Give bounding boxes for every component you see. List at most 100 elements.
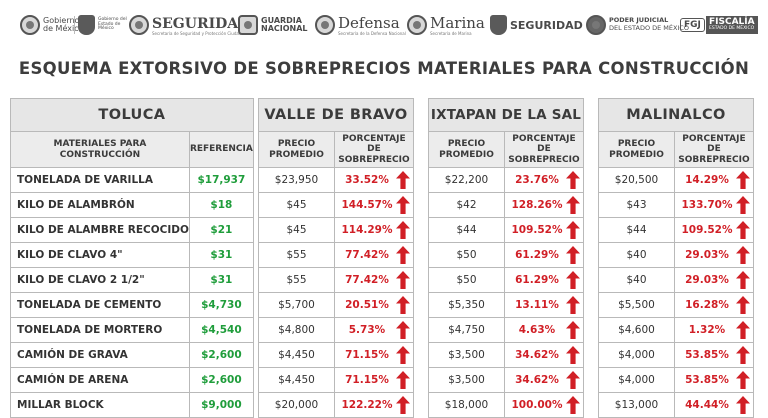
table-malinalco: MALINALCO PRECIO PROMEDIO PORCENTAJE DE … — [598, 98, 755, 418]
average-price: $5,500 — [598, 292, 675, 318]
overprice-percentage-cell: 23.76% — [503, 167, 585, 193]
poder-judicial-icon — [586, 15, 606, 35]
table-row: $50 61.29% — [428, 267, 585, 293]
reference-price: $21 — [188, 217, 254, 243]
overprice-percentage: 77.42% — [345, 249, 389, 261]
table-row: $45 114.29% — [258, 217, 415, 243]
red-up-arrow-icon — [736, 246, 750, 264]
red-up-arrow-icon — [736, 171, 750, 189]
average-price: $50 — [428, 242, 505, 268]
table-row: $4,450 71.15% — [258, 342, 415, 368]
overprice-percentage-cell: 77.42% — [333, 242, 415, 268]
edomex-shield-icon — [78, 15, 95, 35]
overprice-percentage-cell: 109.52% — [503, 217, 585, 243]
overprice-percentage: 61.29% — [515, 274, 559, 286]
overprice-percentage: 34.62% — [515, 349, 559, 361]
table-toluca: TOLUCA MATERIALES PARA CONSTRUCCIÓN REFE… — [10, 98, 254, 418]
red-up-arrow-icon — [396, 196, 410, 214]
overprice-percentage-cell: 29.03% — [673, 242, 755, 268]
average-price: $23,950 — [258, 167, 335, 193]
overprice-percentage: 71.15% — [345, 349, 389, 361]
material-name: KILO DE ALAMBRÓN — [10, 192, 190, 218]
overprice-percentage: 23.76% — [515, 174, 559, 186]
overprice-percentage-cell: 61.29% — [503, 267, 585, 293]
average-price: $22,200 — [428, 167, 505, 193]
red-up-arrow-icon — [736, 396, 750, 414]
overprice-percentage-cell: 53.85% — [673, 342, 755, 368]
overprice-percentage-cell: 33.52% — [333, 167, 415, 193]
overprice-percentage-cell: 14.29% — [673, 167, 755, 193]
overprice-percentage: 44.44% — [685, 399, 729, 411]
logo-poder-judicial: PODER JUDICIAL DEL ESTADO DE MÉXICO — [586, 13, 689, 37]
logo-seguridad-edomex: SEGURIDAD — [490, 13, 583, 37]
red-up-arrow-icon — [566, 396, 580, 414]
marina-emblem-icon — [407, 15, 427, 35]
table-row: $4,450 71.15% — [258, 367, 415, 393]
table-row: $50 61.29% — [428, 242, 585, 268]
average-price: $55 — [258, 267, 335, 293]
average-price: $4,000 — [598, 367, 675, 393]
overprice-percentage-cell: 16.28% — [673, 292, 755, 318]
average-price: $20,500 — [598, 167, 675, 193]
average-price: $40 — [598, 242, 675, 268]
overprice-percentage: 61.29% — [515, 249, 559, 261]
table-row: CAMIÓN DE GRAVA $2,600 — [10, 342, 254, 368]
red-up-arrow-icon — [396, 271, 410, 289]
overprice-percentage: 29.03% — [685, 274, 729, 286]
guardia-eagle-icon — [238, 15, 258, 35]
red-up-arrow-icon — [396, 246, 410, 264]
table-row: $44 109.52% — [598, 217, 755, 243]
city-header-toluca: TOLUCA — [10, 98, 254, 132]
overprice-percentage-cell: 144.57% — [333, 192, 415, 218]
red-up-arrow-icon — [566, 296, 580, 314]
reference-price: $17,937 — [188, 167, 254, 193]
city-header: IXTAPAN DE LA SAL — [428, 98, 584, 132]
overprice-percentage: 100.00% — [511, 399, 563, 411]
overprice-percentage: 133.70% — [681, 199, 733, 211]
city-header: MALINALCO — [598, 98, 754, 132]
average-price: $45 — [258, 192, 335, 218]
table-row: $40 29.03% — [598, 267, 755, 293]
overprice-percentage: 53.85% — [685, 374, 729, 386]
overprice-percentage-cell: 5.73% — [333, 317, 415, 343]
overprice-percentage-cell: 20.51% — [333, 292, 415, 318]
page-title: ESQUEMA EXTORSIVO DE SOBREPRECIOS MATERI… — [18, 59, 750, 78]
table-row: CAMIÓN DE ARENA $2,600 — [10, 367, 254, 393]
red-up-arrow-icon — [396, 346, 410, 364]
reference-price: $2,600 — [188, 367, 254, 393]
red-up-arrow-icon — [396, 221, 410, 239]
col-header-price: PRECIO PROMEDIO — [428, 131, 505, 168]
logo-marina: Marina Secretaría de Marina — [407, 13, 485, 37]
red-up-arrow-icon — [566, 196, 580, 214]
red-up-arrow-icon — [396, 296, 410, 314]
red-up-arrow-icon — [736, 346, 750, 364]
material-name: TONELADA DE CEMENTO — [10, 292, 190, 318]
average-price: $18,000 — [428, 392, 505, 418]
overprice-percentage-cell: 71.15% — [333, 367, 415, 393]
red-up-arrow-icon — [566, 246, 580, 264]
average-price: $50 — [428, 267, 505, 293]
table-row: $5,500 16.28% — [598, 292, 755, 318]
average-price: $4,750 — [428, 317, 505, 343]
red-up-arrow-icon — [736, 371, 750, 389]
overprice-percentage-cell: 61.29% — [503, 242, 585, 268]
average-price: $55 — [258, 242, 335, 268]
table-row: $20,500 14.29% — [598, 167, 755, 193]
average-price: $44 — [598, 217, 675, 243]
city-header: VALLE DE BRAVO — [258, 98, 414, 132]
red-up-arrow-icon — [566, 321, 580, 339]
overprice-percentage: 53.85% — [685, 349, 729, 361]
red-up-arrow-icon — [566, 221, 580, 239]
average-price: $13,000 — [598, 392, 675, 418]
col-header-overprice: PORCENTAJE DE SOBREPRECIO — [333, 131, 415, 168]
material-name: CAMIÓN DE GRAVA — [10, 342, 190, 368]
overprice-percentage: 1.32% — [688, 324, 726, 336]
overprice-percentage-cell: 122.22% — [333, 392, 415, 418]
overprice-percentage-cell: 1.32% — [673, 317, 755, 343]
col-header-overprice: PORCENTAJE DE SOBREPRECIO — [503, 131, 585, 168]
overprice-percentage-cell: 77.42% — [333, 267, 415, 293]
overprice-percentage-cell: 4.63% — [503, 317, 585, 343]
table-row: $3,500 34.62% — [428, 367, 585, 393]
overprice-percentage: 29.03% — [685, 249, 729, 261]
institution-logos-bar: Gobierno de México Gobierno del Estado d… — [0, 0, 768, 48]
